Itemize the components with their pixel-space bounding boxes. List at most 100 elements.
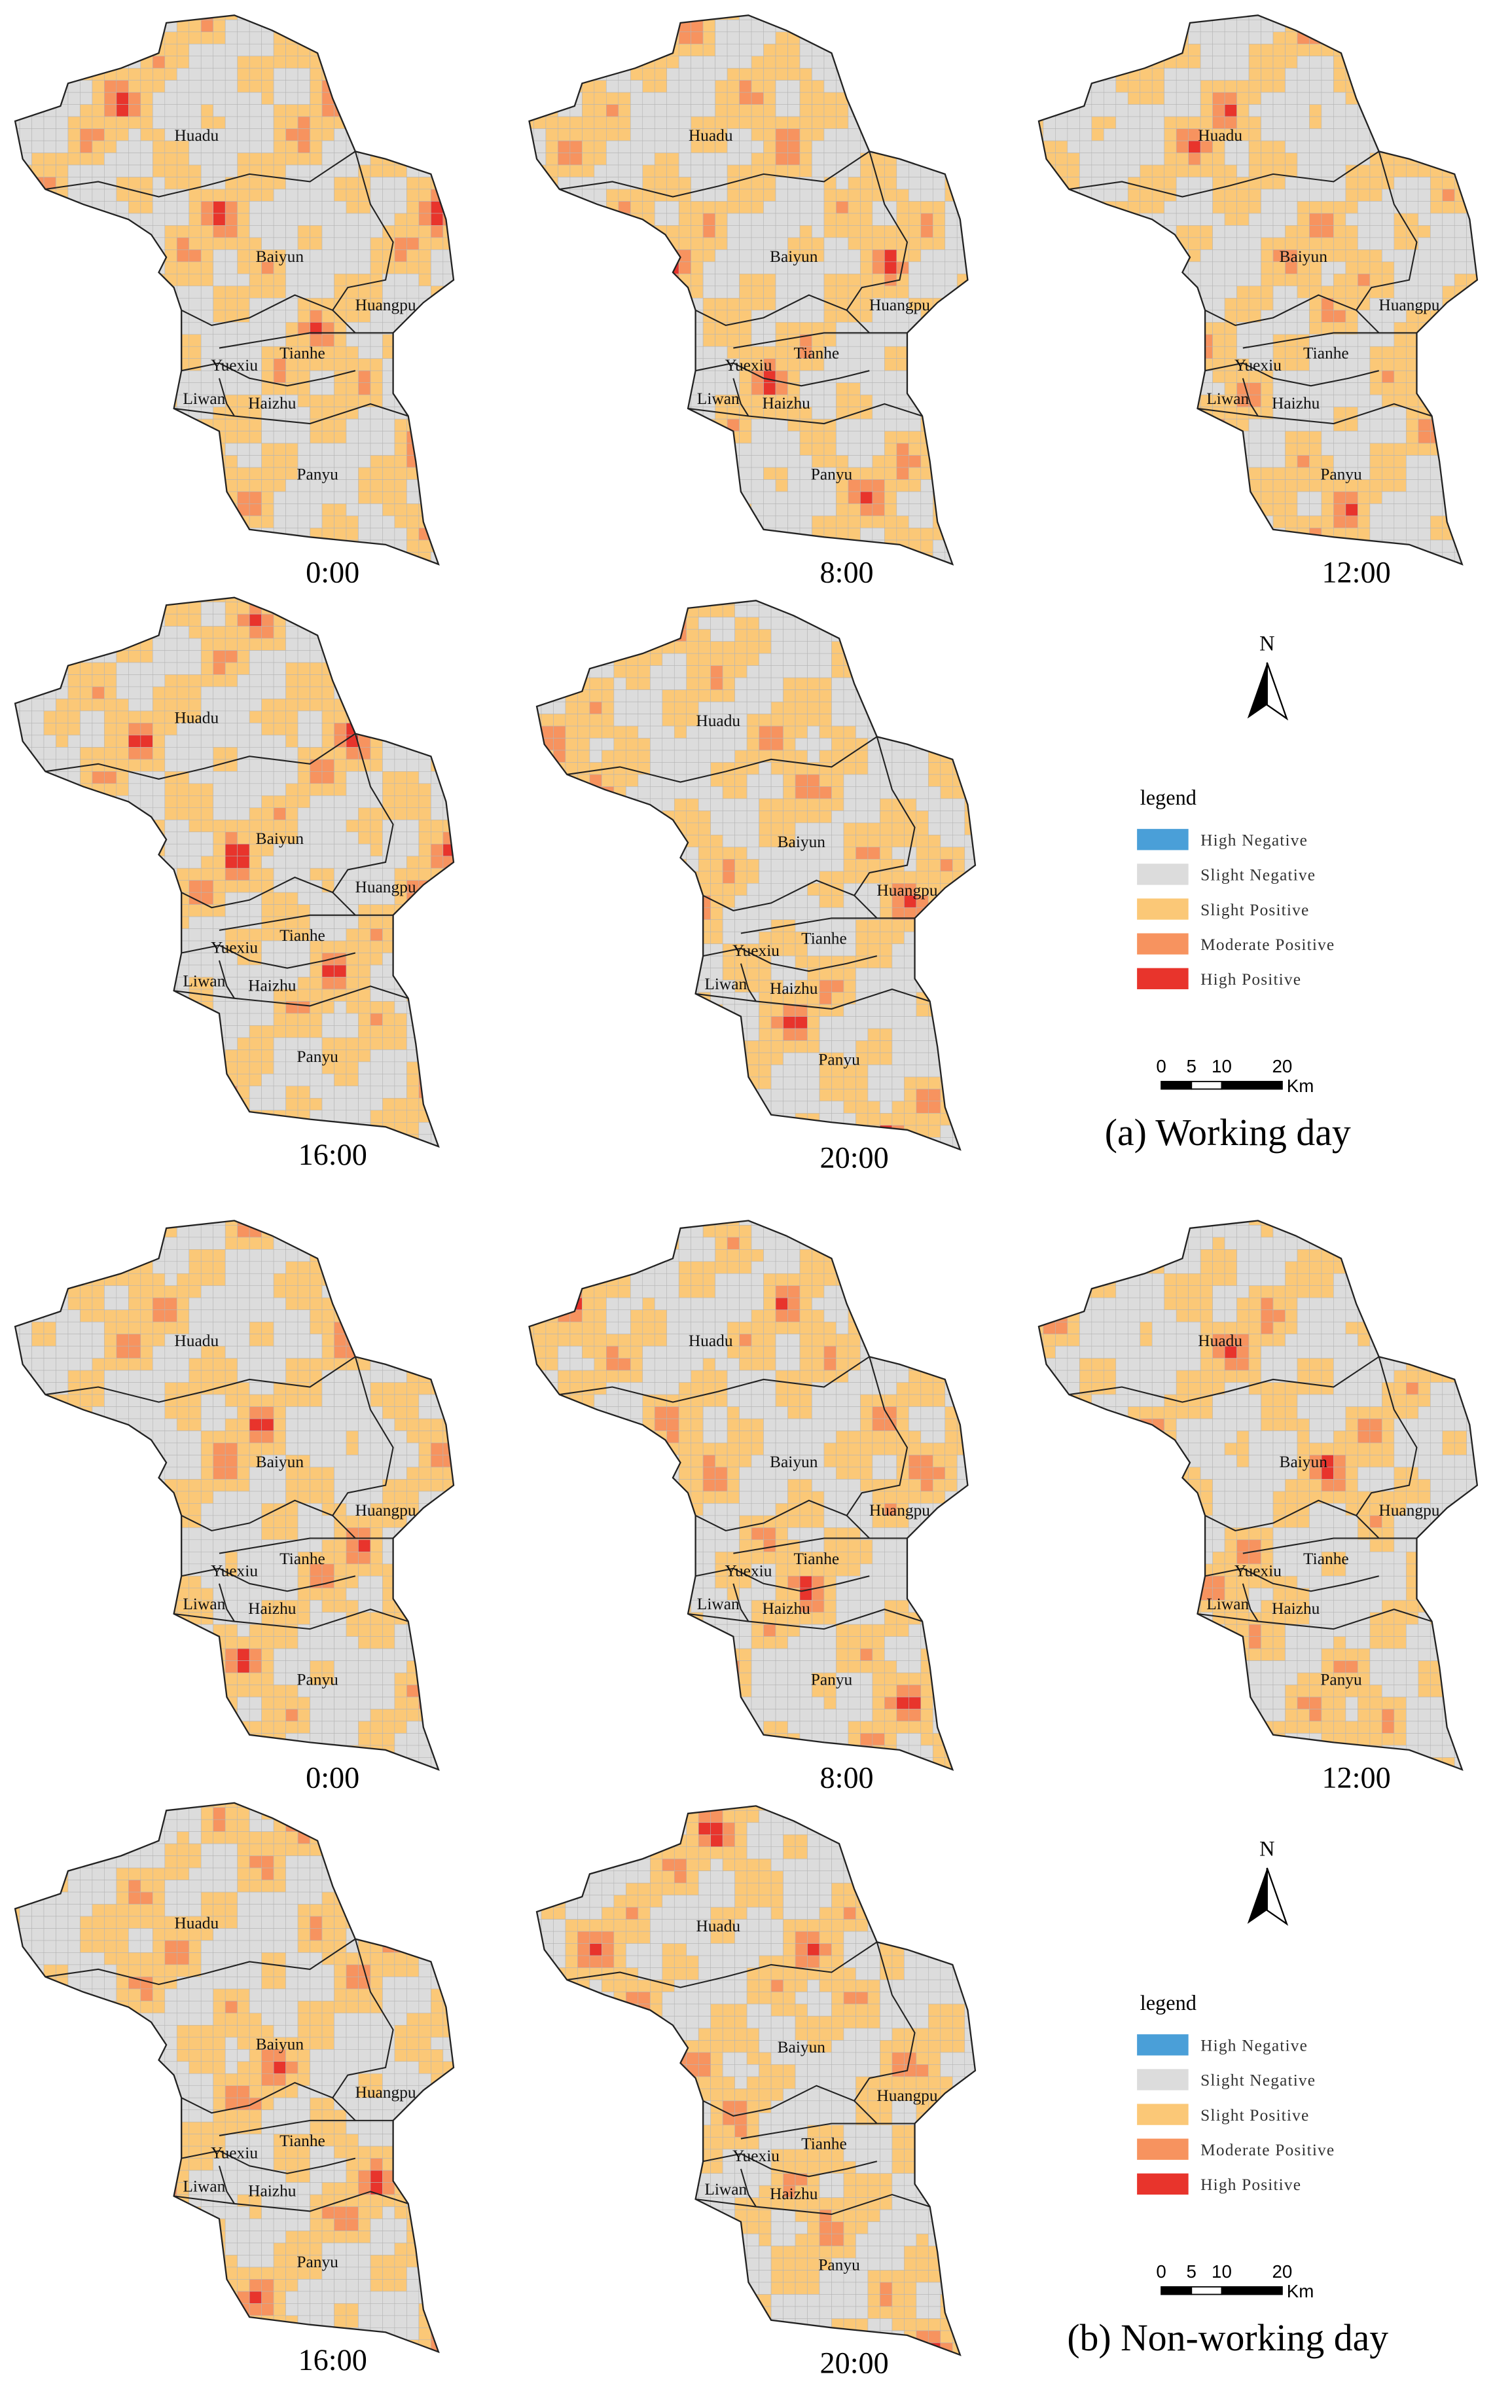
grid-cell <box>1079 346 1092 359</box>
grid-cell <box>1479 81 1490 92</box>
grid-cell <box>932 153 946 166</box>
grid-cell <box>80 104 93 117</box>
grid-cell <box>370 431 383 444</box>
grid-cell <box>956 249 968 263</box>
grid-cell <box>1261 92 1274 105</box>
grid-cell <box>1038 19 1044 33</box>
grid-cell <box>370 104 383 117</box>
grid-cell <box>533 310 547 323</box>
grid-cell <box>249 104 262 117</box>
grid-cell <box>1479 383 1490 395</box>
grid-cell <box>273 128 286 141</box>
grid-cell <box>969 68 981 80</box>
grid-cell <box>1079 274 1092 287</box>
grid-cell <box>382 515 395 528</box>
grid-cell <box>273 321 286 335</box>
grid-cell <box>969 44 981 56</box>
grid-cell <box>1176 104 1189 117</box>
grid-cell <box>164 67 177 81</box>
grid-cell <box>569 321 583 335</box>
grid-cell <box>19 370 32 383</box>
grid-cell <box>1140 92 1153 105</box>
grid-cell <box>1236 249 1250 263</box>
grid-cell <box>860 479 873 492</box>
grid-cell <box>285 189 298 202</box>
grid-cell <box>1394 189 1407 202</box>
grid-cell <box>920 394 933 407</box>
grid-cell <box>285 15 298 20</box>
grid-cell <box>153 80 166 93</box>
grid-cell <box>823 15 837 20</box>
grid-cell <box>739 285 752 299</box>
grid-cell <box>702 213 715 226</box>
grid-cell <box>1079 153 1092 166</box>
grid-cell <box>763 552 776 564</box>
grid-cell <box>666 128 679 141</box>
grid-cell <box>164 321 177 335</box>
grid-cell <box>932 407 946 420</box>
grid-cell <box>128 164 141 177</box>
grid-cell <box>1382 80 1395 93</box>
grid-cell <box>200 274 213 287</box>
grid-cell <box>545 285 558 299</box>
grid-cell <box>909 358 922 371</box>
grid-cell <box>285 153 298 166</box>
grid-cell <box>285 467 298 480</box>
grid-cell <box>654 346 667 359</box>
grid-cell <box>189 164 202 177</box>
grid-cell <box>1055 237 1068 250</box>
grid-cell <box>370 370 383 383</box>
grid-cell <box>872 443 885 456</box>
grid-cell <box>836 153 849 166</box>
grid-cell <box>19 128 32 141</box>
grid-cell <box>1055 43 1068 56</box>
grid-cell <box>431 515 444 528</box>
grid-cell <box>969 225 981 237</box>
grid-cell <box>932 237 946 250</box>
grid-cell <box>909 334 922 347</box>
grid-cell <box>153 56 166 69</box>
grid-cell <box>358 334 371 347</box>
grid-cell <box>104 298 117 311</box>
grid-cell <box>406 249 420 263</box>
grid-cell <box>225 56 238 69</box>
grid-cell <box>1188 80 1201 93</box>
grid-cell <box>1358 177 1371 190</box>
grid-cell <box>1164 431 1177 444</box>
district-border <box>687 403 923 425</box>
grid-cell <box>1297 15 1310 20</box>
grid-cell <box>1442 116 1455 129</box>
grid-cell <box>727 310 740 323</box>
grid-cell <box>787 128 801 141</box>
grid-cell <box>310 310 323 323</box>
grid-cell <box>1382 382 1395 395</box>
grid-cell <box>618 140 631 153</box>
grid-cell <box>642 249 655 263</box>
grid-cell <box>419 564 431 576</box>
grid-cell <box>1466 80 1477 93</box>
grid-cell <box>1188 67 1201 81</box>
grid-cell <box>1104 140 1117 153</box>
grid-cell <box>1091 370 1104 383</box>
grid-cell <box>261 491 274 504</box>
grid-cell <box>884 43 897 56</box>
grid-cell <box>382 164 395 177</box>
grid-cell <box>15 370 20 383</box>
grid-cell <box>1200 274 1213 287</box>
grid-cell <box>1358 274 1371 287</box>
grid-cell <box>1261 104 1274 117</box>
district-border <box>695 362 870 387</box>
grid-cell <box>1151 261 1164 274</box>
grid-cell <box>932 261 946 274</box>
grid-cell <box>702 552 715 564</box>
grid-cell <box>1442 67 1455 81</box>
grid-cell <box>582 164 595 177</box>
grid-cell <box>594 153 607 166</box>
grid-cell <box>200 334 213 347</box>
grid-cell <box>1466 346 1477 359</box>
grid-cell <box>872 370 885 383</box>
grid-cell <box>872 515 885 528</box>
grid-cell <box>763 274 776 287</box>
grid-cell <box>1224 237 1237 250</box>
grid-cell <box>545 382 558 395</box>
